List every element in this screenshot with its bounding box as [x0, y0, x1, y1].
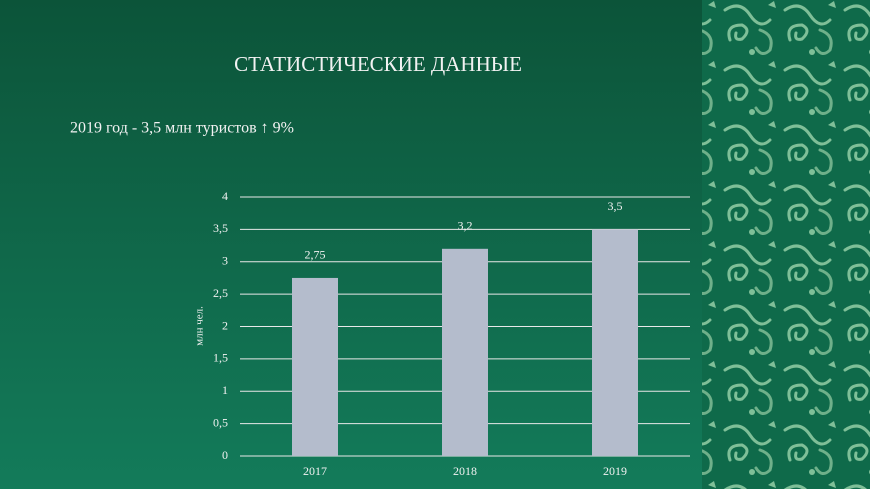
y-axis-label: млн чел. [194, 306, 206, 346]
y-tick-label: 3 [222, 254, 228, 268]
value-label: 3,5 [608, 199, 623, 213]
x-tick-label: 2019 [603, 464, 627, 478]
y-tick-label: 3,5 [213, 221, 228, 235]
x-tick-label: 2018 [453, 464, 477, 478]
bar [292, 277, 338, 456]
x-tick-label: 2017 [303, 464, 327, 478]
value-label: 2,75 [305, 248, 326, 262]
bar [442, 248, 488, 456]
y-tick-label: 0,5 [213, 415, 228, 429]
y-tick-label: 1,5 [213, 351, 228, 365]
y-tick-label: 2 [222, 318, 228, 332]
subtitle: 2019 год - 3,5 млн туристов ↑ 9% [70, 120, 294, 137]
bar [592, 229, 638, 456]
value-label: 3,2 [458, 219, 473, 233]
y-tick-label: 0 [222, 448, 228, 462]
y-tick-label: 4 [222, 189, 228, 203]
chart-title: СТАТИСТИЧЕСКИЕ ДАННЫЕ [234, 52, 522, 76]
y-tick-label: 1 [222, 383, 228, 397]
y-tick-label: 2,5 [213, 286, 228, 300]
decor-pattern [702, 0, 870, 489]
